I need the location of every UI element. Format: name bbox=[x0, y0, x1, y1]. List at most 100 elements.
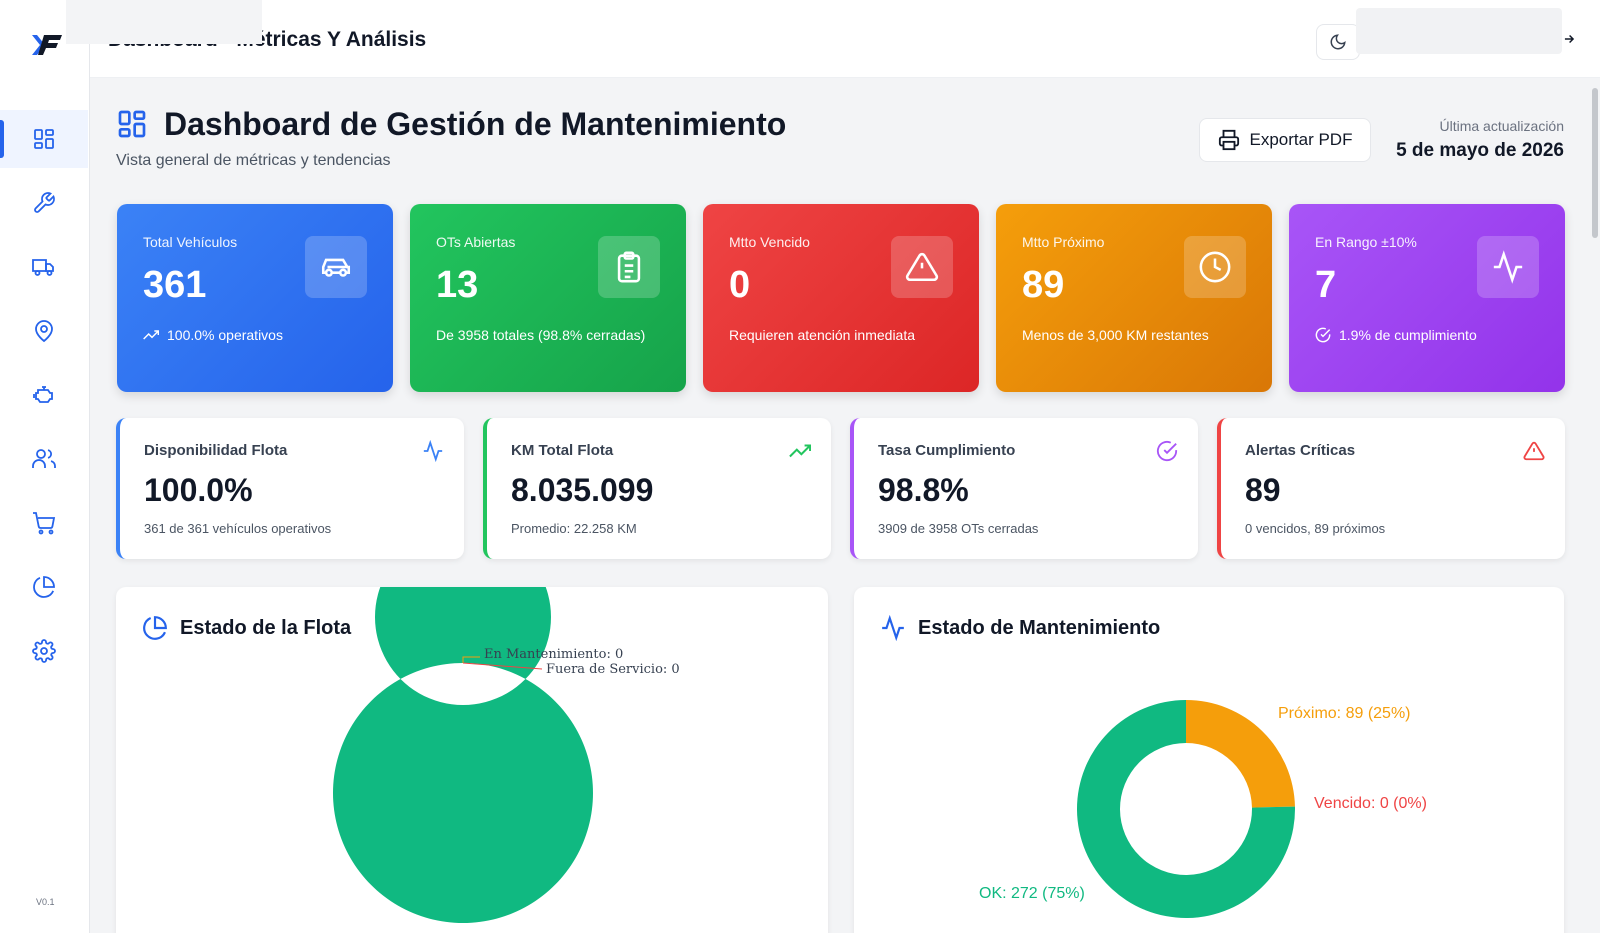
kpi-icon-box bbox=[305, 236, 367, 298]
stat-card-compliance-rate[interactable]: Tasa Cumplimiento 98.8% 3909 de 3958 OTs… bbox=[850, 418, 1198, 559]
stat-card-critical-alerts[interactable]: Alertas Críticas 89 0 vencidos, 89 próxi… bbox=[1217, 418, 1565, 559]
kpi-card-total-vehicles[interactable]: Total Vehículos 361 100.0% operativos bbox=[117, 204, 393, 392]
kpi-footer: Requieren atención inmediata bbox=[729, 324, 959, 346]
kpi-value: 13 bbox=[436, 264, 479, 306]
map-pin-icon bbox=[35, 320, 53, 343]
kpi-card-open-work-orders[interactable]: OTs Abiertas 13 De 3958 totales (98.8% c… bbox=[410, 204, 686, 392]
donut-label-line bbox=[462, 656, 480, 663]
kpi-footer-text: De 3958 totales (98.8% cerradas) bbox=[436, 327, 646, 343]
kpi-label: OTs Abiertas bbox=[436, 234, 516, 250]
logout-button[interactable] bbox=[1562, 32, 1576, 51]
activity-icon bbox=[1493, 250, 1523, 284]
kpi-icon-box bbox=[1477, 236, 1539, 298]
car-icon bbox=[321, 258, 351, 277]
fleet-status-panel: Estado de la Flota En Mantenimiento: 0 Fu… bbox=[116, 587, 828, 933]
kpi-label: Mtto Vencido bbox=[729, 234, 810, 250]
sidebar-item-maintenance[interactable] bbox=[0, 174, 88, 232]
printer-icon bbox=[1218, 129, 1239, 151]
stat-label: KM Total Flota bbox=[511, 442, 614, 459]
kpi-card-overdue-maintenance[interactable]: Mtto Vencido 0 Requieren atención inmedi… bbox=[703, 204, 979, 392]
trending-up-icon bbox=[789, 444, 811, 458]
activity-icon bbox=[423, 440, 443, 462]
kpi-icon-box bbox=[1184, 236, 1246, 298]
sidebar-item-dashboard[interactable] bbox=[0, 110, 88, 168]
sidebar-item-reports[interactable] bbox=[0, 558, 88, 616]
last-updated-date: 5 de mayo de 2026 bbox=[1396, 140, 1564, 161]
sidebar-item-vehicles[interactable] bbox=[0, 238, 88, 296]
sidebar-item-settings[interactable] bbox=[0, 622, 88, 680]
donut-slice-próximo[interactable] bbox=[1186, 700, 1295, 808]
donut-label: Vencido: 0 (0%) bbox=[1314, 795, 1427, 812]
stat-footer: 0 vencidos, 89 próximos bbox=[1245, 521, 1386, 536]
fleet-status-title: Estado de la Flota bbox=[180, 617, 352, 639]
kpi-card-in-range[interactable]: En Rango ±10% 7 1.9% de cumplimiento bbox=[1289, 204, 1565, 392]
top-bar: Dashboard - Métricas Y Análisis bbox=[66, 0, 1600, 78]
export-pdf-button[interactable]: Exportar PDF bbox=[1199, 118, 1371, 162]
sidebar-item-engines[interactable] bbox=[0, 366, 88, 424]
redacted-region bbox=[66, 0, 262, 44]
clock-icon bbox=[1199, 251, 1231, 283]
donut-label: OK: 272 (75%) bbox=[979, 885, 1085, 902]
kpi-value: 0 bbox=[729, 264, 751, 306]
donut-label: Fuera de Servicio: 0 bbox=[546, 662, 680, 677]
sidebar-item-locations[interactable] bbox=[0, 302, 88, 360]
sidebar-item-purchases[interactable] bbox=[0, 494, 88, 552]
moon-icon bbox=[1330, 34, 1346, 50]
stat-value: 100.0% bbox=[144, 472, 253, 508]
stat-value: 8.035.099 bbox=[511, 472, 654, 508]
engine-icon bbox=[33, 386, 53, 403]
page-scrollbar[interactable] bbox=[1590, 78, 1600, 933]
stat-value: 89 bbox=[1245, 472, 1281, 508]
stat-card-fleet-availability[interactable]: Disponibilidad Flota 100.0% 361 de 361 v… bbox=[116, 418, 464, 559]
donut-label: Próximo: 89 (25%) bbox=[1278, 705, 1411, 722]
kpi-footer: 1.9% de cumplimiento bbox=[1315, 324, 1545, 346]
alert-triangle-icon bbox=[905, 252, 939, 282]
pie-chart-icon bbox=[33, 576, 55, 598]
kpi-footer-text: Menos de 3,000 KM restantes bbox=[1022, 327, 1209, 343]
page-subtitle: Vista general de métricas y tendencias bbox=[116, 152, 391, 169]
kpi-footer-text: Requieren atención inmediata bbox=[729, 327, 916, 343]
maintenance-status-panel: Estado de Mantenimiento Próximo: 89 (25%… bbox=[854, 587, 1564, 933]
sidebar-item-users[interactable] bbox=[0, 430, 88, 488]
scrollbar-thumb[interactable] bbox=[1592, 88, 1598, 238]
donut-slice-operativos[interactable] bbox=[333, 587, 593, 923]
kpi-label: Total Vehículos bbox=[143, 234, 238, 250]
maintenance-status-title: Estado de Mantenimiento bbox=[918, 617, 1161, 639]
activity-icon bbox=[882, 615, 904, 641]
kpi-footer-text: 1.9% de cumplimiento bbox=[1339, 327, 1477, 343]
trending-up-icon bbox=[143, 330, 159, 340]
pie-chart-icon bbox=[143, 616, 167, 640]
stat-card-fleet-km[interactable]: KM Total Flota 8.035.099 Promedio: 22.25… bbox=[483, 418, 831, 559]
check-circle-icon bbox=[1156, 440, 1178, 462]
stat-label: Disponibilidad Flota bbox=[144, 442, 288, 459]
stat-label: Alertas Críticas bbox=[1245, 442, 1356, 459]
sidebar: V0.1 bbox=[0, 0, 90, 933]
kpi-footer: De 3958 totales (98.8% cerradas) bbox=[436, 324, 666, 346]
kpi-icon-box bbox=[598, 236, 660, 298]
kpi-value: 89 bbox=[1022, 264, 1065, 306]
kpi-card-upcoming-maintenance[interactable]: Mtto Próximo 89 Menos de 3,000 KM restan… bbox=[996, 204, 1272, 392]
maintenance-status-donut-chart: Próximo: 89 (25%) Vencido: 0 (0%) OK: 272 … bbox=[979, 700, 1427, 918]
donut-label: En Mantenimiento: 0 bbox=[484, 647, 623, 662]
wrench-icon bbox=[34, 192, 55, 213]
check-circle-icon bbox=[1315, 327, 1331, 343]
donut-slice-ok[interactable] bbox=[1077, 700, 1295, 918]
settings-icon bbox=[32, 639, 56, 663]
stat-label: Tasa Cumplimiento bbox=[878, 442, 1016, 459]
app-logo[interactable] bbox=[30, 32, 64, 58]
theme-toggle-button[interactable] bbox=[1316, 24, 1360, 60]
last-updated-label: Última actualización bbox=[1439, 118, 1565, 134]
cart-icon bbox=[33, 512, 56, 535]
stat-footer: 361 de 361 vehículos operativos bbox=[144, 521, 332, 536]
page-title: Dashboard de Gestión de Mantenimiento bbox=[164, 106, 787, 142]
users-icon bbox=[32, 449, 56, 468]
stat-value: 98.8% bbox=[878, 472, 969, 508]
user-info-redacted[interactable] bbox=[1356, 8, 1562, 54]
stat-footer: Promedio: 22.258 KM bbox=[511, 521, 637, 536]
version-label: V0.1 bbox=[36, 897, 55, 907]
stat-footer: 3909 de 3958 OTs cerradas bbox=[878, 521, 1039, 536]
alert-triangle-icon bbox=[1523, 441, 1545, 461]
donut-label-line bbox=[462, 662, 543, 670]
dashboard-title-icon bbox=[118, 110, 146, 138]
